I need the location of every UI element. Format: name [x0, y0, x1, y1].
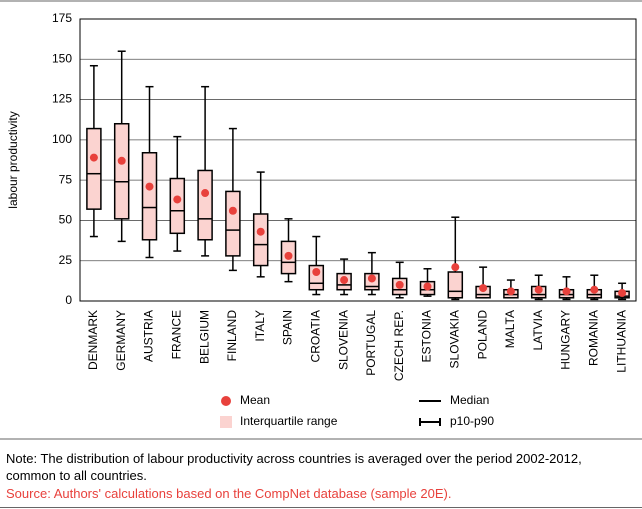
plot-frame — [79, 18, 637, 302]
y-tick-label: 175 — [52, 11, 72, 25]
mean-dot — [117, 156, 126, 165]
x-tick-label: LITHUANIA — [614, 310, 628, 373]
mean-dot — [590, 285, 599, 294]
mean-dot — [312, 267, 321, 276]
x-tick-label: HUNGARY — [559, 310, 573, 370]
x-tick-label: POLAND — [475, 310, 489, 360]
y-tick-label: 75 — [59, 172, 73, 186]
y-tick-label: 150 — [52, 51, 72, 65]
x-tick-label: AUSTRIA — [142, 310, 156, 362]
mean-dot — [395, 280, 404, 289]
x-tick-label: BELGIUM — [197, 310, 211, 364]
x-tick-label: SPAIN — [281, 310, 295, 345]
mean-dot — [506, 287, 515, 296]
chart: labour productivity 0 25 50 75 100 125 150 175 D… — [0, 0, 642, 440]
x-tick-label: LATVIA — [531, 310, 545, 350]
mean-dot — [618, 288, 627, 297]
mean-dot — [256, 227, 265, 236]
y-tick-label: 0 — [65, 293, 72, 307]
mean-dot — [479, 284, 488, 293]
legend-label: Median — [450, 393, 489, 407]
y-tick-label: 125 — [52, 92, 72, 106]
mean-dot — [228, 206, 237, 215]
mean-dot — [89, 153, 98, 162]
y-axis-label: labour productivity — [6, 111, 20, 208]
x-tick-label: SLOVENIA — [336, 310, 350, 370]
mean-dot — [145, 182, 154, 191]
x-tick-label: ESTONIA — [420, 310, 434, 362]
legend-label: p10-p90 — [450, 414, 494, 428]
iqr-box — [169, 177, 186, 235]
mean-dot — [451, 263, 460, 272]
iqr-box — [225, 190, 241, 257]
source: Source: Authors' calculations based on t… — [6, 486, 452, 501]
iqr-box — [252, 213, 269, 267]
iqr-box — [113, 122, 130, 220]
legend-mean-swatch — [221, 396, 231, 406]
mean-dot — [284, 251, 293, 260]
mean-dot — [534, 285, 543, 294]
y-tick-label: 100 — [52, 132, 72, 146]
legend-label: Interquartile range — [240, 414, 338, 428]
x-tick-label: CROATIA — [308, 310, 322, 362]
note: Note: The distribution of labour product… — [6, 451, 582, 483]
y-tick-label: 25 — [59, 253, 73, 267]
x-tick-label: FINLAND — [225, 310, 239, 362]
x-tick-label: MALTA — [503, 310, 517, 348]
iqr-box — [141, 151, 158, 241]
x-tick-label: SLOVAKIA — [447, 310, 461, 368]
legend-iqr-swatch — [220, 416, 232, 428]
mean-dot — [367, 274, 376, 283]
mean-dot — [340, 276, 349, 285]
x-tick-label: DENMARK — [86, 310, 100, 370]
x-tick-label: PORTUGAL — [364, 310, 378, 376]
mean-dot — [201, 189, 210, 198]
mean-dot — [423, 282, 432, 291]
x-tick-label: CZECH REP. — [392, 310, 406, 381]
bottom-rule — [0, 507, 642, 508]
mean-dot — [562, 287, 571, 296]
iqr-box — [197, 169, 213, 241]
x-tick-label: FRANCE — [169, 310, 183, 359]
y-tick-label: 50 — [59, 213, 73, 227]
iqr-box — [447, 271, 464, 299]
x-tick-label: ROMANIA — [586, 310, 600, 366]
mean-dot — [173, 195, 182, 204]
legend-label: Mean — [240, 393, 270, 407]
x-tick-label: ITALY — [253, 310, 267, 342]
iqr-box — [86, 127, 102, 210]
x-tick-label: GERMANY — [114, 310, 128, 371]
